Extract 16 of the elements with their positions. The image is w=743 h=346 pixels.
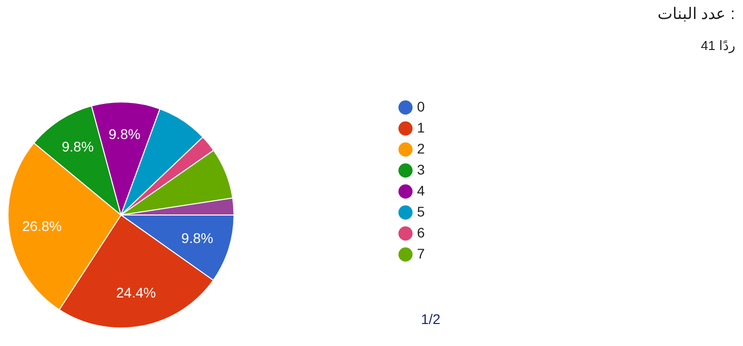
legend-label: 7: [417, 246, 425, 262]
data-label: 9.8%: [108, 126, 140, 142]
legend-label: 0: [417, 98, 425, 114]
data-label: 24.4%: [116, 284, 156, 301]
text: 41 ردًا: [700, 38, 735, 54]
legend-label: 3: [417, 162, 425, 178]
legend-label: 6: [417, 224, 425, 240]
text: 1/2: [421, 311, 441, 327]
legend-label: 1: [417, 120, 425, 136]
data-label: 9.8%: [62, 138, 94, 155]
data-label: 9.8%: [181, 230, 214, 246]
text: عدد البنات :: [658, 6, 735, 23]
legend-label: 2: [417, 140, 425, 156]
data-label: 26.8%: [22, 218, 62, 234]
legend-label: 4: [417, 182, 425, 198]
legend-label: 5: [417, 204, 425, 220]
